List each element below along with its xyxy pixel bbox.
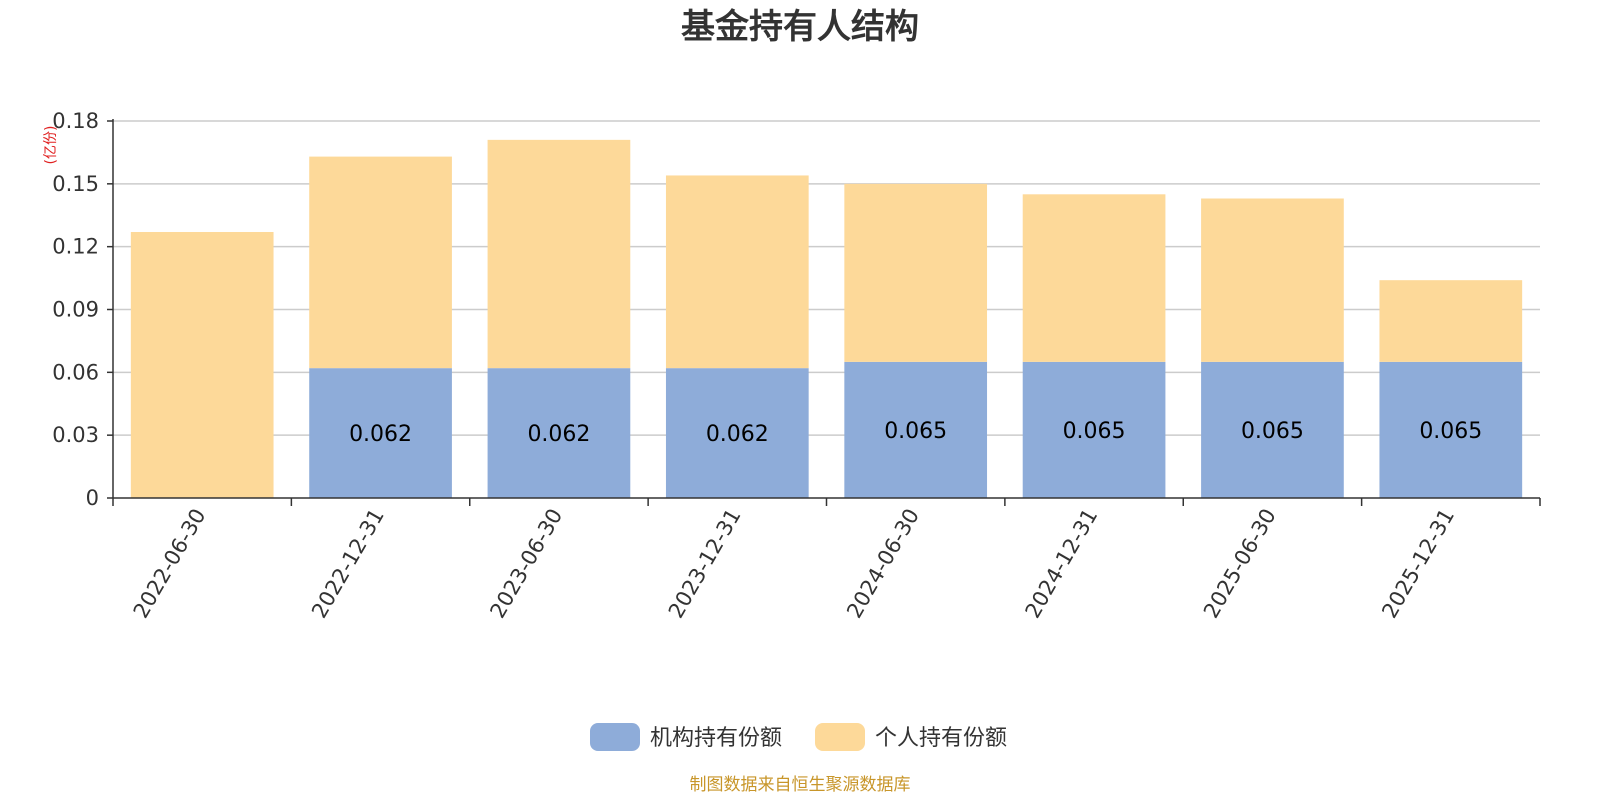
bar-institutional — [1379, 361, 1523, 498]
y-axis-unit-label: (亿份) — [43, 126, 59, 165]
x-tick-label: 2025-12-31 — [1377, 505, 1459, 623]
bar-institutional — [487, 368, 631, 498]
x-tick-label: 2023-06-30 — [485, 505, 567, 623]
bar-institutional — [1022, 361, 1166, 498]
x-tick-label: 2024-12-31 — [1021, 505, 1103, 623]
x-tick-label: 2025-06-30 — [1199, 505, 1281, 623]
y-tick-label: 0.03 — [52, 423, 99, 447]
bar-institutional — [309, 368, 452, 498]
bar-institutional — [665, 368, 809, 498]
y-tick-label: 0.18 — [52, 109, 99, 133]
bar-individual — [487, 139, 631, 369]
bar-individual — [1379, 280, 1523, 362]
x-tick-label: 2023-12-31 — [664, 505, 746, 623]
bar-institutional — [844, 361, 988, 498]
data-label: 0.065 — [884, 419, 947, 444]
y-tick-label: 0.12 — [52, 235, 99, 259]
data-label: 0.065 — [1241, 419, 1304, 444]
bar-individual — [1201, 198, 1344, 362]
bar-individual — [1022, 194, 1166, 362]
bar-individual — [309, 156, 452, 369]
legend-swatch — [590, 723, 640, 751]
bar-individual — [844, 183, 988, 362]
source-note: 制图数据来自恒生聚源数据库 — [690, 775, 911, 795]
data-labels-layer: 0.062 0.062 0.062 0.065 0.065 0.065 0.065 — [349, 419, 1482, 447]
x-tick-label: 2022-06-30 — [129, 505, 211, 623]
legend: 机构持有份额 个人持有份额 — [590, 723, 1007, 751]
data-label: 0.065 — [1419, 419, 1482, 444]
bar-individual — [665, 175, 809, 369]
x-tick-label: 2022-12-31 — [307, 505, 389, 623]
bars-layer — [130, 139, 1523, 498]
x-tick-label: 2024-06-30 — [842, 505, 924, 623]
y-tick-label: 0.09 — [52, 298, 99, 322]
legend-swatch — [815, 723, 865, 751]
bar-individual — [130, 232, 274, 498]
legend-label: 机构持有份额 — [650, 726, 782, 751]
y-tick-label: 0 — [86, 486, 99, 510]
data-label: 0.062 — [349, 422, 412, 447]
data-label: 0.062 — [706, 422, 769, 447]
data-label: 0.065 — [1063, 419, 1126, 444]
y-tick-label: 0.15 — [52, 172, 99, 196]
y-tick-label: 0.06 — [52, 360, 99, 384]
legend-label: 个人持有份额 — [875, 726, 1007, 751]
data-label: 0.062 — [527, 422, 590, 447]
bar-institutional — [1201, 361, 1344, 498]
chart-title: 基金持有人结构 — [681, 7, 919, 47]
